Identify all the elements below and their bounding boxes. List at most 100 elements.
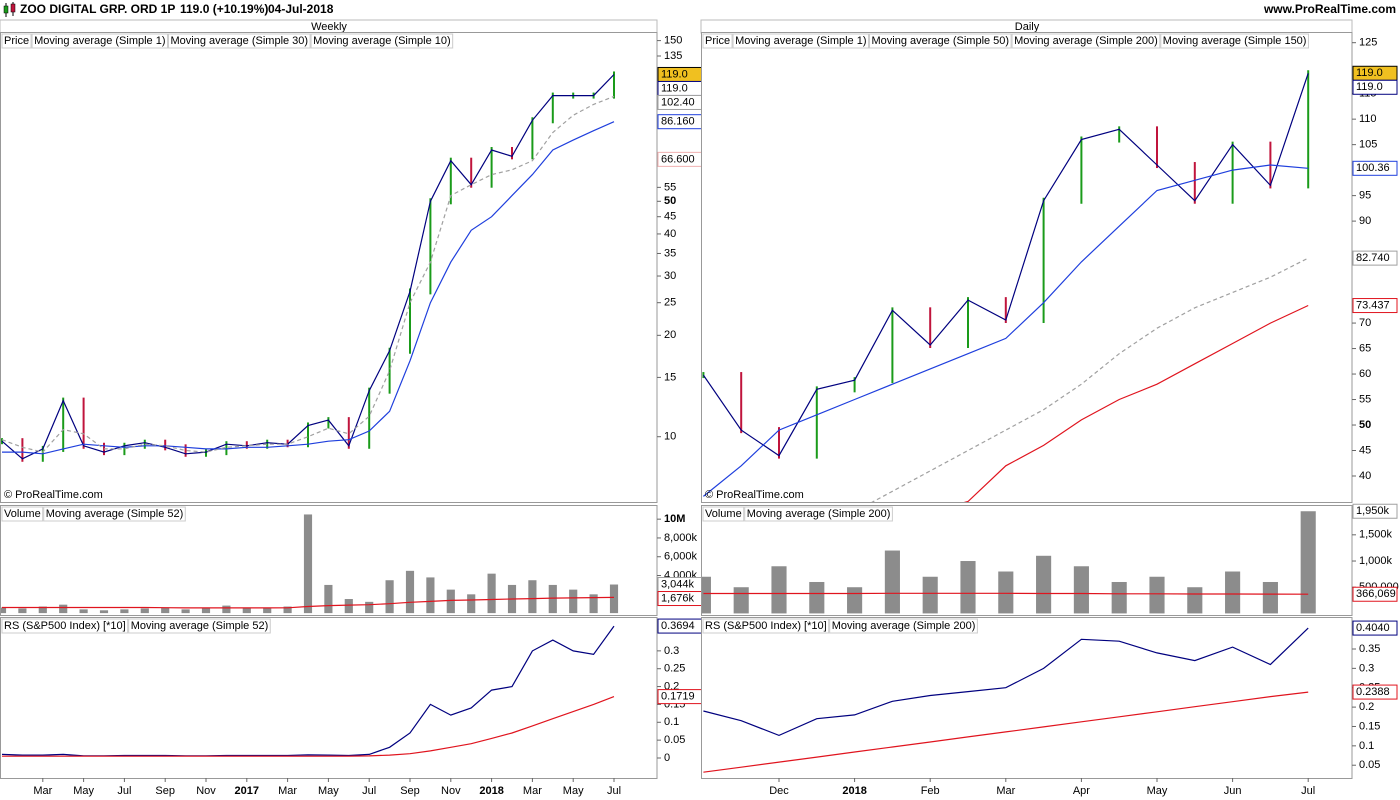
value-badge-label: 119.0 — [661, 68, 688, 80]
legend-box — [1011, 33, 1161, 49]
y-tick-label: 10M — [664, 513, 685, 525]
legend-entry: Moving average (Simple 150) — [1163, 35, 1307, 47]
instrument-title: ZOO DIGITAL GRP. ORD 1P — [20, 2, 175, 16]
volume-bar — [1225, 571, 1241, 614]
x-tick-label: Mar — [996, 785, 1015, 797]
volume-bar — [702, 576, 711, 614]
y-tick-label: 50 — [1359, 419, 1371, 431]
y-tick-label: 1,500k — [1359, 529, 1393, 541]
y-tick-label: 15 — [664, 371, 676, 383]
legend-box — [702, 33, 733, 49]
value-badge — [1352, 160, 1398, 176]
value-badge — [1352, 250, 1398, 266]
legend-box — [702, 618, 830, 634]
volume-bar — [771, 566, 787, 614]
legend-entry: Moving average (Simple 200) — [1014, 35, 1158, 47]
legend-entry: Moving average (Simple 52) — [46, 508, 184, 520]
series-line — [1, 74, 615, 460]
quote: 119.0 (+10.19%) — [180, 2, 268, 16]
panel-title: Daily — [1015, 21, 1040, 33]
legend-box — [310, 33, 454, 49]
legend-entry: Volume — [4, 508, 41, 520]
x-tick-label: Feb — [921, 785, 940, 797]
volume-bar — [847, 587, 863, 614]
x-tick-label: May — [563, 785, 584, 797]
volume-bar — [809, 581, 825, 614]
legend-entry: Moving average (Simple 10) — [313, 35, 451, 47]
panel-frame — [701, 505, 1353, 616]
value-badge-label: 366,069 — [1356, 588, 1396, 600]
x-tick-label: Sep — [400, 785, 420, 797]
value-badge-label: 102.40 — [661, 96, 695, 108]
x-tick-label: Mar — [523, 785, 542, 797]
x-tick-label: Jul — [117, 785, 131, 797]
legend: Price Moving average (Simple 1) Moving ave… — [1, 33, 454, 49]
value-badge-label: 1,950k — [1356, 505, 1390, 517]
volume-bar — [467, 594, 476, 614]
y-tick-label: 105 — [1359, 139, 1377, 151]
volume-bar — [998, 571, 1014, 614]
x-tick-label: Jul — [362, 785, 376, 797]
legend-entry: Volume — [705, 508, 742, 520]
icon-body — [10, 3, 16, 13]
legend-box — [128, 618, 271, 634]
legend-entry: Moving average (Simple 50) — [872, 35, 1010, 47]
plot-area — [702, 511, 1316, 614]
series-line — [963, 304, 1309, 502]
x-tick-label: Jun — [1224, 785, 1242, 797]
plot-area — [1, 514, 619, 614]
y-tick-label: 95 — [1359, 190, 1371, 202]
legend-box — [869, 33, 1012, 49]
value-badge-label: 0.3694 — [661, 620, 695, 632]
volume-bar — [1187, 587, 1203, 614]
y-tick-label: 55 — [664, 181, 676, 193]
y-tick-label: 40 — [1359, 470, 1371, 482]
series-line — [703, 164, 1309, 497]
x-tick-label: Sep — [155, 785, 175, 797]
x-tick-label: Apr — [1073, 785, 1090, 797]
y-tick-label: 0 — [664, 752, 670, 764]
y-tick-label: 150 — [664, 35, 682, 47]
value-badge-label: 86.160 — [661, 116, 695, 128]
volume-bar — [733, 587, 749, 614]
legend-entry: RS (S&P500 Index) [*10] — [705, 620, 827, 632]
volume-bar — [344, 599, 353, 614]
legend: Volume Moving average (Simple 200) — [702, 506, 893, 522]
legend-entry: Moving average (Simple 52) — [131, 620, 269, 632]
y-tick-label: 40 — [664, 228, 676, 240]
series-line — [2, 596, 615, 609]
x-tick-label: 2017 — [235, 785, 259, 797]
volume-bar — [1036, 555, 1052, 614]
volume-bar — [1262, 581, 1278, 614]
volume-bar — [140, 608, 149, 614]
x-tick-label: May — [73, 785, 94, 797]
y-tick-label: 70 — [1359, 317, 1371, 329]
plot-area — [1, 71, 615, 462]
legend: RS (S&P500 Index) [*10] Moving average (S… — [1, 618, 271, 634]
volume-bar — [59, 604, 68, 614]
series-line — [2, 696, 615, 757]
y-tick-label: 0.35 — [1359, 643, 1380, 655]
value-badge — [1352, 298, 1398, 314]
watermark: © ProRealTime.com — [705, 489, 804, 501]
legend-box — [31, 33, 169, 49]
y-tick-label: 20 — [664, 329, 676, 341]
panel-title: Weekly — [311, 21, 347, 33]
series-line — [703, 691, 1309, 773]
y-tick-label: 125 — [1359, 37, 1377, 49]
y-tick-label: 0.3 — [664, 645, 679, 657]
series-line — [703, 627, 1309, 737]
legend: Volume Moving average (Simple 52) — [1, 506, 186, 522]
value-badge-label: 66.600 — [661, 153, 695, 165]
value-badge-label: 0.1719 — [661, 691, 695, 703]
panel-frame — [701, 32, 1353, 503]
x-tick-label: Nov — [441, 785, 461, 797]
value-badge-label: 1,676k — [661, 592, 695, 604]
y-tick-label: 0.1 — [664, 716, 679, 728]
x-tick-label: Jul — [607, 785, 621, 797]
icon-body — [3, 5, 9, 14]
legend-box — [1, 506, 44, 522]
legend: RS (S&P500 Index) [*10] Moving average (S… — [702, 618, 978, 634]
y-tick-label: 0.05 — [1359, 759, 1380, 771]
volume-bar — [38, 606, 47, 614]
